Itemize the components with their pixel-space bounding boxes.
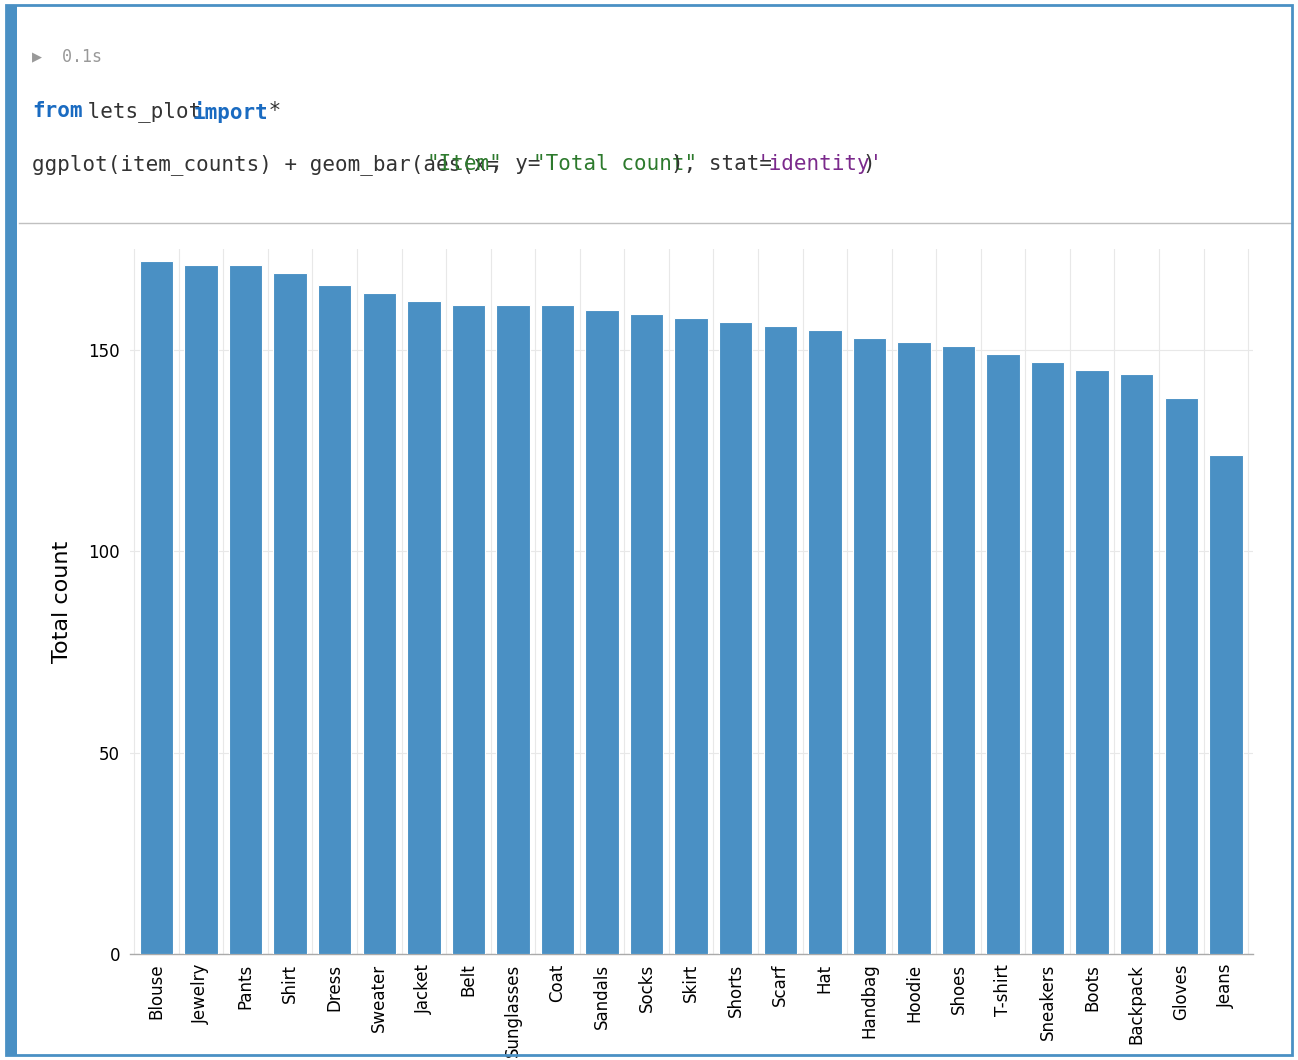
Bar — [809, 330, 841, 954]
Bar — [228, 265, 262, 954]
Bar — [541, 305, 574, 954]
Bar — [184, 265, 218, 954]
Text: *: * — [256, 101, 282, 121]
Text: 'identity': 'identity' — [757, 154, 883, 174]
Bar — [719, 321, 753, 954]
Bar — [140, 261, 173, 954]
Text: , y=: , y= — [491, 154, 541, 174]
Bar — [1031, 361, 1064, 954]
Bar — [585, 310, 619, 954]
Bar — [274, 273, 306, 954]
Bar — [452, 305, 485, 954]
Bar — [1164, 399, 1198, 954]
Bar — [853, 338, 887, 954]
Text: ), stat=: ), stat= — [671, 154, 772, 174]
Bar — [1076, 370, 1108, 954]
Text: ▶  0.1s: ▶ 0.1s — [32, 48, 103, 66]
Bar — [675, 318, 707, 954]
Bar — [1210, 455, 1242, 954]
Bar — [408, 301, 440, 954]
Bar — [763, 325, 797, 954]
Bar — [942, 346, 975, 954]
Bar — [897, 341, 931, 954]
Y-axis label: Total count: Total count — [52, 541, 71, 662]
Text: lets_plot: lets_plot — [75, 101, 214, 122]
Bar — [318, 285, 352, 954]
Text: "Total count": "Total count" — [532, 154, 697, 174]
Text: from: from — [32, 101, 83, 121]
Text: ggplot(item_counts) + geom_bar(aes(x=: ggplot(item_counts) + geom_bar(aes(x= — [32, 154, 500, 175]
Text: import: import — [192, 101, 267, 123]
Bar — [630, 314, 663, 954]
Bar — [362, 294, 396, 954]
Text: ): ) — [863, 154, 875, 174]
Text: "Item": "Item" — [426, 154, 502, 174]
Bar — [1120, 374, 1154, 954]
Bar — [496, 305, 530, 954]
Bar — [986, 354, 1020, 954]
